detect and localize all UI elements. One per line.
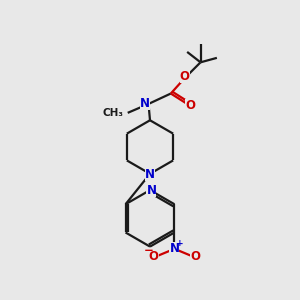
Text: N: N — [140, 97, 150, 110]
Text: O: O — [180, 70, 190, 83]
Text: O: O — [190, 250, 200, 263]
Text: N: N — [169, 242, 179, 255]
Text: O: O — [148, 250, 159, 263]
Text: −: − — [143, 244, 153, 257]
Text: N: N — [146, 184, 157, 196]
Text: CH₃: CH₃ — [102, 108, 123, 118]
Text: +: + — [176, 239, 184, 248]
Text: O: O — [185, 99, 195, 112]
Text: N: N — [145, 168, 155, 181]
